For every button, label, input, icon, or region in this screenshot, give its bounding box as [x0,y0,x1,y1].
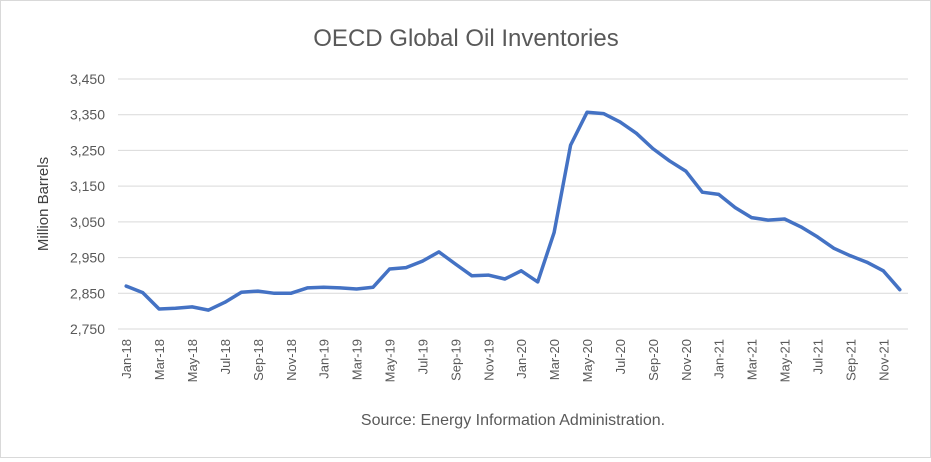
data-point [667,159,671,163]
y-axis-label: Million Barrels [35,157,52,251]
data-point [717,192,721,196]
x-tick-label: Mar-20 [547,339,562,380]
x-axis-ticks: Jan-18 Mar-18 May-18 Jul-18 Sep-18 Nov-18 Jan-… [119,339,891,382]
data-point [799,225,803,229]
x-tick-label: Jan-19 [317,339,332,379]
y-axis-ticks: 2,750 2,850 2,950 3,050 3,150 3,250 3,350 3,450 [70,71,105,337]
x-tick-label: Jul-21 [810,339,825,374]
x-tick-label: Jul-18 [218,339,233,374]
data-point [141,291,145,295]
series-layer [124,110,902,312]
data-point [634,131,638,135]
data-point [569,143,573,147]
data-point [750,216,754,220]
data-point [124,284,128,288]
data-point [223,300,227,304]
x-tick-label: May-20 [580,339,595,382]
data-point [519,269,523,273]
data-point [816,235,819,239]
data-point [881,269,885,273]
data-point [848,254,852,258]
data-point [618,120,622,124]
data-point [898,288,902,292]
series-line [124,110,902,312]
x-tick-label: Nov-18 [284,339,299,381]
y-tick-label: 2,850 [70,285,105,301]
x-tick-label: Mar-21 [745,339,760,380]
x-tick-label: Mar-18 [152,339,167,380]
data-point [289,291,293,295]
x-tick-label: Nov-19 [481,339,496,381]
data-point [388,267,392,271]
y-tick-label: 3,350 [70,107,105,123]
y-tick-label: 2,750 [70,321,105,337]
data-point [256,289,260,293]
data-point [355,287,359,291]
x-tick-label: Jan-18 [119,339,134,379]
x-tick-label: Jul-20 [613,339,628,374]
x-tick-label: Sep-19 [448,339,463,381]
data-point [700,190,704,194]
y-tick-label: 2,950 [70,250,105,266]
data-point [585,110,589,114]
data-point [404,266,408,270]
data-point [207,308,210,312]
x-tick-label: Sep-21 [843,339,858,381]
x-tick-label: Jan-21 [712,339,727,379]
data-point [371,285,375,289]
data-point [783,217,787,221]
data-point [503,277,507,281]
data-point [733,206,737,210]
y-tick-label: 3,250 [70,142,105,158]
data-point [322,285,326,289]
data-point [766,218,770,222]
data-point [157,307,161,311]
chart-title: OECD Global Oil Inventories [313,25,618,52]
y-tick-label: 3,050 [70,214,105,230]
data-point [190,305,194,309]
data-point [272,291,276,295]
data-point [239,290,243,294]
data-point [651,147,655,151]
x-tick-label: May-21 [778,339,793,382]
data-point [470,274,474,278]
x-tick-label: Jul-19 [415,339,430,374]
data-point [486,273,490,277]
data-point [174,306,178,310]
data-point [832,246,836,250]
y-tick-label: 3,450 [70,71,105,87]
data-point [684,169,688,173]
x-tick-label: May-18 [185,339,200,382]
x-tick-label: Jan-20 [514,339,529,379]
x-tick-label: May-19 [383,339,398,382]
y-tick-label: 3,150 [70,178,105,194]
data-point [602,112,605,116]
gridlines [118,78,908,330]
data-point [338,286,342,290]
source-note: Source: Energy Information Administratio… [361,412,665,429]
data-point [453,262,457,266]
data-point [552,231,556,235]
data-point [865,260,869,264]
x-tick-label: Mar-19 [350,339,365,380]
x-tick-label: Sep-20 [646,339,661,381]
data-point [536,280,540,284]
x-tick-label: Nov-21 [876,339,891,381]
x-tick-label: Nov-20 [679,339,694,381]
data-point [421,259,424,263]
data-point [305,286,309,290]
x-tick-label: Sep-18 [251,339,266,381]
data-point [437,250,441,254]
